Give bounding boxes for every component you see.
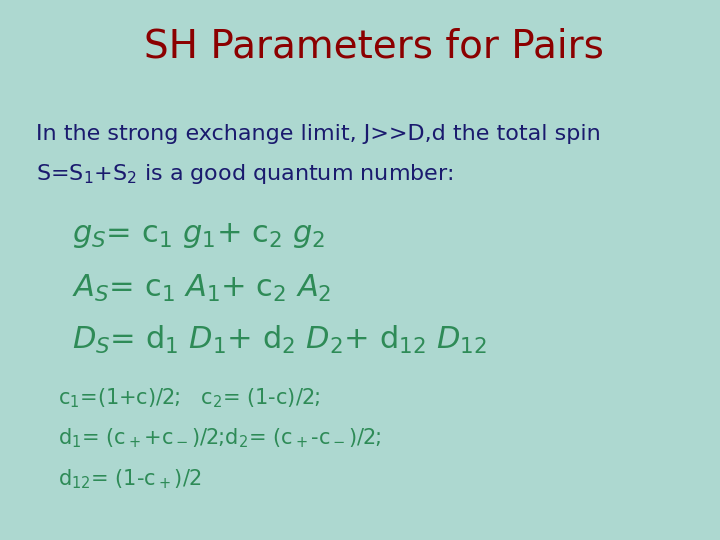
Text: SH Parameters for Pairs: SH Parameters for Pairs — [145, 27, 604, 65]
Text: d$_{12}$= (1-c$_+$)/2: d$_{12}$= (1-c$_+$)/2 — [58, 467, 201, 491]
Text: $A_S$= c$_1$ $A_1$+ c$_2$ $A_2$: $A_S$= c$_1$ $A_1$+ c$_2$ $A_2$ — [72, 273, 331, 304]
Text: S=S$_1$+S$_2$ is a good quantum number:: S=S$_1$+S$_2$ is a good quantum number: — [36, 162, 454, 186]
Text: $g_S$= c$_1$ $g_1$+ c$_2$ $g_2$: $g_S$= c$_1$ $g_1$+ c$_2$ $g_2$ — [72, 221, 325, 251]
Text: d$_1$= (c$_+$+c$_-$)/2;d$_2$= (c$_+$-c$_-$)/2;: d$_1$= (c$_+$+c$_-$)/2;d$_2$= (c$_+$-c$_… — [58, 427, 381, 450]
Text: In the strong exchange limit, J>>D,d the total spin: In the strong exchange limit, J>>D,d the… — [36, 124, 600, 144]
Text: c$_1$=(1+c)/2;   c$_2$= (1-c)/2;: c$_1$=(1+c)/2; c$_2$= (1-c)/2; — [58, 386, 320, 410]
Text: $D_S$= d$_1$ $D_1$+ d$_2$ $D_2$+ d$_{12}$ $D_{12}$: $D_S$= d$_1$ $D_1$+ d$_2$ $D_2$+ d$_{12}… — [72, 324, 487, 356]
